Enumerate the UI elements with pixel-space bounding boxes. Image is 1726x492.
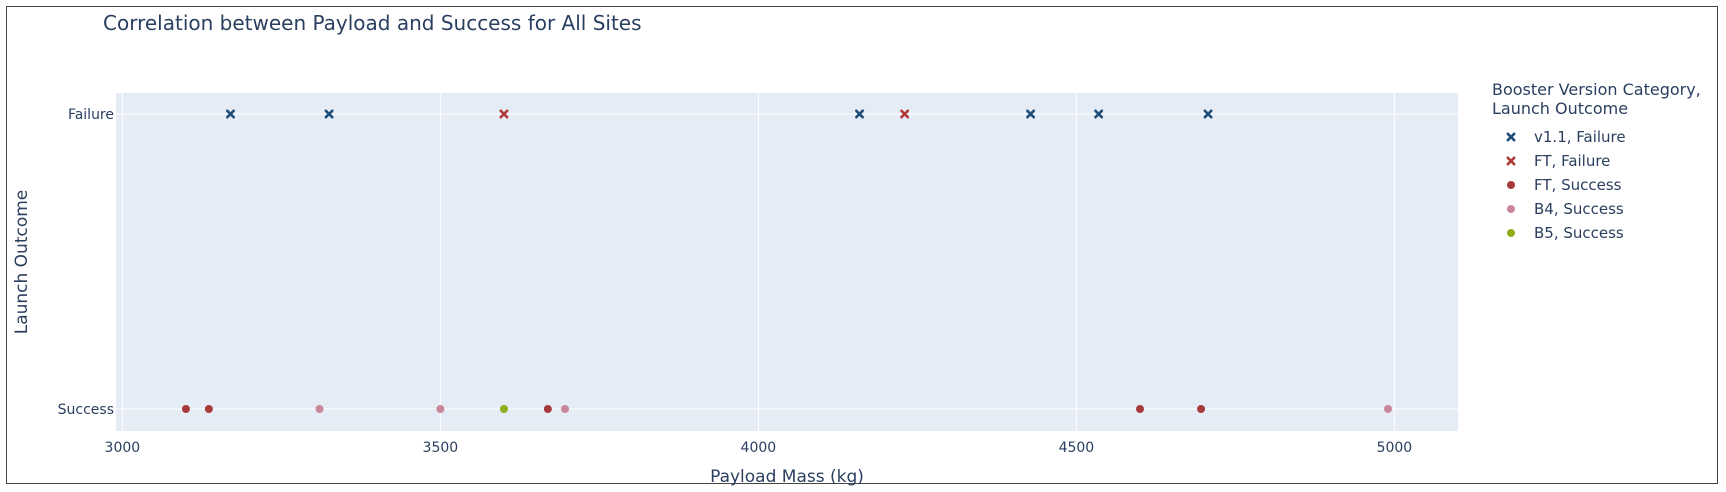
plot-area <box>116 93 1458 431</box>
data-points <box>181 109 1393 413</box>
legend-marker-icon <box>1507 229 1515 237</box>
legend-label: B4, Success <box>1534 200 1624 218</box>
chart-title: Correlation between Payload and Success … <box>103 11 642 35</box>
data-point-x <box>855 109 865 119</box>
data-point-x <box>1506 156 1516 166</box>
legend-item[interactable]: B4, Success <box>1492 197 1724 221</box>
x-tick-label: 4000 <box>741 440 777 456</box>
data-point-x <box>1026 109 1036 119</box>
data-point-circle <box>1507 229 1515 237</box>
data-point-circle <box>1507 181 1515 189</box>
data-point-circle <box>1507 205 1515 213</box>
legend-marker-icon <box>1507 181 1515 189</box>
data-point-x <box>900 109 910 119</box>
data-point-x <box>324 109 334 119</box>
data-point-circle <box>561 405 570 413</box>
x-tick-label: 5000 <box>1377 440 1413 456</box>
y-tick-label: Success <box>58 402 114 418</box>
y-tick-label: Failure <box>68 107 114 123</box>
data-point-x <box>1506 132 1516 142</box>
y-gridlines <box>116 113 1458 410</box>
legend: Booster Version Category, Launch Outcome… <box>1492 80 1724 245</box>
data-point-circle <box>499 405 508 413</box>
legend-item[interactable]: B5, Success <box>1492 221 1724 245</box>
data-point-x <box>1094 109 1104 119</box>
data-point-circle <box>543 405 552 413</box>
data-point-x <box>1203 109 1213 119</box>
x-tick-labels: 3000 3500 4000 4500 5000 <box>105 440 1413 456</box>
legend-label: FT, Failure <box>1534 152 1611 170</box>
legend-item[interactable]: FT, Failure <box>1492 149 1724 173</box>
y-tick-labels: Success Failure <box>58 107 114 418</box>
data-point-circle <box>181 405 190 413</box>
legend-item[interactable]: v1.1, Failure <box>1492 125 1724 149</box>
legend-label: FT, Success <box>1534 176 1622 194</box>
x-gridlines <box>121 93 1395 431</box>
legend-item[interactable]: FT, Success <box>1492 173 1724 197</box>
data-point-circle <box>315 405 324 413</box>
data-point-circle <box>436 405 445 413</box>
data-point-circle <box>204 405 213 413</box>
legend-marker-icon <box>1506 156 1516 166</box>
data-point-x <box>225 109 235 119</box>
data-point-circle <box>1197 405 1206 413</box>
x-tick-label: 4500 <box>1059 440 1095 456</box>
y-axis-label: Launch Outcome <box>12 190 32 335</box>
x-tick-label: 3000 <box>105 440 141 456</box>
chart-frame <box>6 6 1718 484</box>
legend-label: B5, Success <box>1534 224 1624 242</box>
legend-marker-icon <box>1506 132 1516 142</box>
data-point-x <box>499 109 509 119</box>
legend-title: Booster Version Category, Launch Outcome <box>1492 80 1701 118</box>
x-tick-label: 3500 <box>423 440 459 456</box>
legend-marker-icon <box>1507 205 1515 213</box>
legend-items: v1.1, Failure FT, Failure FT, Success B4, S… <box>1492 125 1724 245</box>
legend-label: v1.1, Failure <box>1534 128 1626 146</box>
data-point-circle <box>1384 405 1393 413</box>
data-point-circle <box>1135 405 1144 413</box>
x-axis-label: Payload Mass (kg) <box>710 467 864 487</box>
